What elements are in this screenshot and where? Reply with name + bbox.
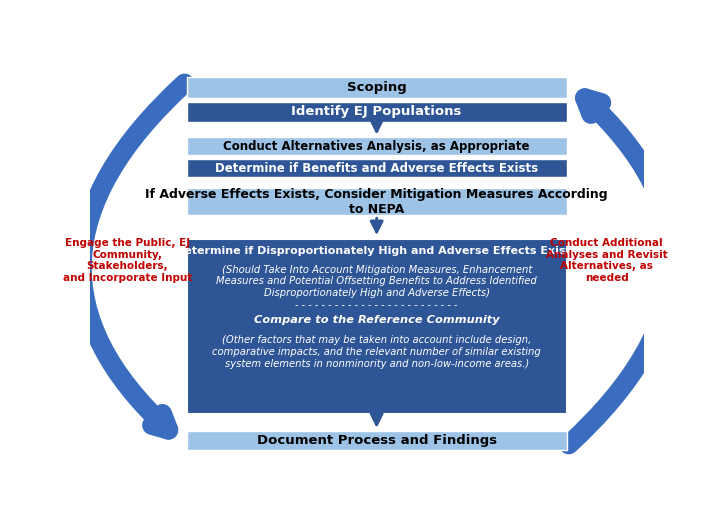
FancyBboxPatch shape: [187, 431, 567, 450]
FancyBboxPatch shape: [187, 239, 567, 413]
Text: (Should Take Into Account Mitigation Measures, Enhancement
Measures and Potentia: (Should Take Into Account Mitigation Mea…: [216, 265, 537, 298]
FancyBboxPatch shape: [187, 77, 567, 98]
Text: Engage the Public, EJ
Community,
Stakeholders,
and Incorporate Input: Engage the Public, EJ Community, Stakeho…: [62, 238, 192, 283]
Text: - - - - - - - - - - - - - - - - - - - - - - - - -: - - - - - - - - - - - - - - - - - - - - …: [296, 300, 458, 310]
Text: Determine if Disproportionately High and Adverse Effects Exists: Determine if Disproportionately High and…: [175, 247, 578, 256]
FancyBboxPatch shape: [187, 137, 567, 155]
Text: (Other factors that may be taken into account include design,
comparative impact: (Other factors that may be taken into ac…: [212, 335, 541, 368]
Text: Determine if Benefits and Adverse Effects Exists: Determine if Benefits and Adverse Effect…: [215, 162, 538, 174]
FancyBboxPatch shape: [187, 188, 567, 215]
Text: Scoping: Scoping: [347, 81, 407, 94]
Text: If Adverse Effects Exists, Consider Mitigation Measures According
to NEPA: If Adverse Effects Exists, Consider Miti…: [145, 188, 608, 216]
Text: Document Process and Findings: Document Process and Findings: [256, 434, 497, 447]
FancyBboxPatch shape: [187, 103, 567, 122]
Text: Conduct Additional
Analyses and Revisit
Alternatives, as
needed: Conduct Additional Analyses and Revisit …: [546, 238, 667, 283]
Text: Compare to the Reference Community: Compare to the Reference Community: [254, 315, 500, 325]
Text: Conduct Alternatives Analysis, as Appropriate: Conduct Alternatives Analysis, as Approp…: [223, 140, 530, 153]
FancyArrowPatch shape: [569, 98, 672, 445]
Text: Identify EJ Populations: Identify EJ Populations: [291, 105, 462, 119]
FancyArrowPatch shape: [82, 83, 185, 430]
FancyBboxPatch shape: [187, 159, 567, 177]
